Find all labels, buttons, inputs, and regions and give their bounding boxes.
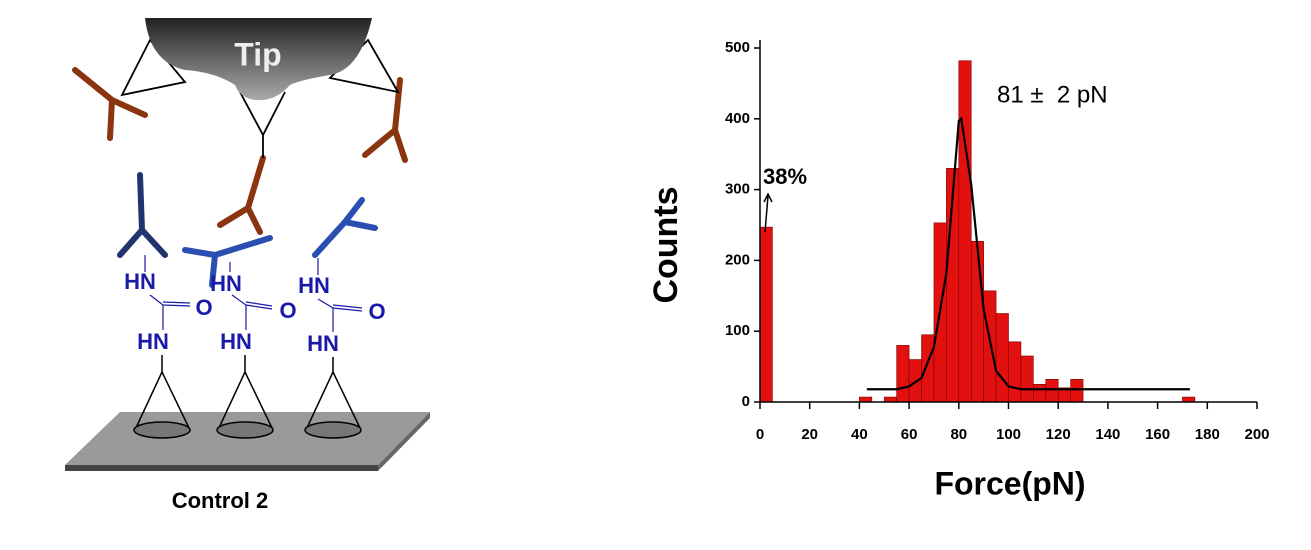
bar <box>1033 383 1047 403</box>
y-tick-label: 100 <box>725 322 750 339</box>
y-tick-label: 200 <box>725 251 750 268</box>
bar <box>1045 379 1059 403</box>
x-tick-label: 80 <box>950 426 967 443</box>
x-tick-label: 0 <box>756 426 764 443</box>
y-tick-label: 400 <box>725 110 750 127</box>
bar <box>970 240 984 403</box>
hn-label: HN <box>307 331 339 356</box>
bar <box>908 359 922 403</box>
x-tick-label: 200 <box>1244 426 1269 443</box>
bar <box>958 60 972 403</box>
hn-label: HN <box>210 271 242 296</box>
y-tick-label: 500 <box>725 39 750 56</box>
bar <box>1070 379 1084 403</box>
annotation-arrow <box>763 192 773 233</box>
x-tick-label: 120 <box>1046 426 1071 443</box>
hn-label: HN <box>298 273 330 298</box>
antibodies-blue <box>117 172 378 288</box>
bar <box>983 290 997 403</box>
y-axis-label: Counts <box>647 186 685 303</box>
substrate-side <box>378 412 430 471</box>
substrate-edge <box>65 465 378 471</box>
x-tick-label: 40 <box>851 426 868 443</box>
x-axis-label: Force(pN) <box>934 465 1085 501</box>
hn-label: HN <box>137 329 169 354</box>
chart: 0 100 200 300 400 500 0 20 40 60 80 100 120 140 160 180… <box>647 39 1270 501</box>
bar <box>759 226 773 403</box>
tip-linkers <box>120 38 400 158</box>
x-tick-label: 100 <box>996 426 1021 443</box>
x-tick-label: 60 <box>901 426 918 443</box>
fit-curve <box>866 116 1190 391</box>
annotation: 38% <box>763 164 807 189</box>
o-label: O <box>368 299 385 324</box>
bar <box>1020 355 1034 403</box>
antibodies-brown <box>72 67 408 235</box>
linkers <box>144 255 363 332</box>
caption: Control 2 <box>172 488 269 513</box>
bar <box>896 345 910 403</box>
y-tick-label: 300 <box>725 181 750 198</box>
bar <box>995 313 1009 403</box>
tip-label: Tip <box>234 36 281 72</box>
annotation: 81 ± 2 pN <box>997 81 1108 108</box>
y-tick-label: 0 <box>742 393 750 410</box>
x-tick-label: 180 <box>1195 426 1220 443</box>
afm-tip <box>145 18 372 101</box>
x-tick-label: 160 <box>1145 426 1170 443</box>
cones <box>133 355 362 439</box>
o-label: O <box>279 298 296 323</box>
o-label: O <box>195 295 212 320</box>
hn-label: HN <box>220 329 252 354</box>
diagram <box>65 18 430 471</box>
hn-label: HN <box>124 269 156 294</box>
x-tick-label: 20 <box>801 426 818 443</box>
bar <box>1008 341 1022 403</box>
x-tick-label: 140 <box>1095 426 1120 443</box>
bar <box>921 334 935 403</box>
